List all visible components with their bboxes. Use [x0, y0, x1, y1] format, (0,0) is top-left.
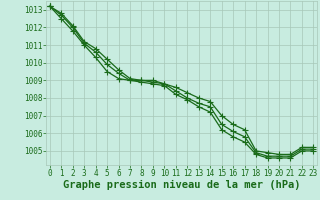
X-axis label: Graphe pression niveau de la mer (hPa): Graphe pression niveau de la mer (hPa)	[63, 180, 300, 190]
